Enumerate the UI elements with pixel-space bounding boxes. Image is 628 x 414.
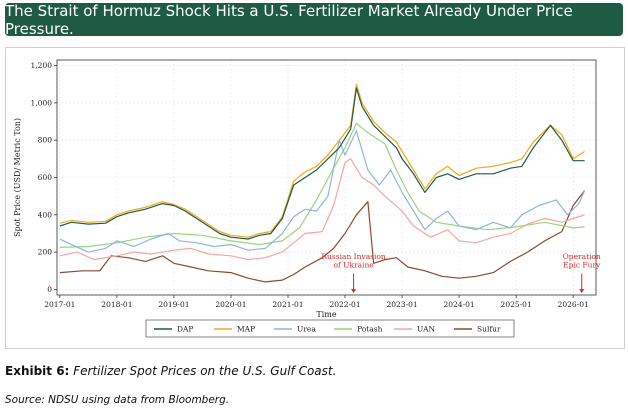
legend-label-uan: UAN — [417, 325, 436, 334]
series-line-uan — [59, 158, 585, 261]
caption-text: Fertilizer Spot Prices on the U.S. Gulf … — [73, 364, 337, 378]
banner-title: The Strait of Hormuz Shock Hits a U.S. F… — [5, 1, 573, 38]
caption-label: Exhibit 6: — [5, 364, 70, 378]
x-tick-label: 2026-01 — [558, 300, 589, 309]
x-tick-label: 2025-01 — [501, 300, 532, 309]
series-line-urea — [59, 130, 586, 253]
legend-box — [145, 319, 515, 338]
exhibit-caption: Exhibit 6: Fertilizer Spot Prices on the… — [5, 364, 336, 378]
y-tick-label: 0 — [47, 285, 52, 294]
x-tick-label: 2020-01 — [215, 300, 246, 309]
series-layer — [59, 83, 586, 283]
series-line-dap — [59, 87, 585, 240]
annotation-epic-arrowhead — [579, 289, 585, 294]
x-axis-label: Time — [316, 310, 336, 319]
y-tick-label: 1,000 — [31, 98, 53, 107]
y-tick-label: 600 — [38, 173, 53, 182]
legend-label-urea: Urea — [297, 325, 316, 334]
x-tick-label: 2018-01 — [101, 300, 132, 309]
source-note: Source: NDSU using data from Bloomberg. — [5, 394, 230, 406]
x-axis: 2017-01 2018-01 2019-01 2020-01 2021-01 2022-… — [44, 295, 589, 309]
annotation-epic-text: Epic Fury — [563, 261, 601, 270]
x-tick-label: 2021-01 — [272, 300, 303, 309]
legend-label-map: MAP — [237, 325, 255, 334]
annotation-epic-text: Operation — [563, 252, 601, 261]
y-tick-label: 200 — [38, 248, 53, 257]
legend-label-sulfur: Sulfur — [477, 325, 501, 334]
legend-label-dap: DAP — [177, 325, 193, 334]
grid-lines — [57, 60, 596, 295]
x-tick-label: 2017-01 — [44, 300, 75, 309]
annotation-russia-arrowhead — [351, 289, 357, 294]
y-tick-label: 400 — [38, 210, 53, 219]
series-line-potash — [59, 122, 585, 248]
legend-label-potash: Potash — [357, 325, 383, 334]
annotation-russia-text: of Ukraine — [333, 261, 374, 270]
x-tick-label: 2023-01 — [386, 300, 417, 309]
y-tick-label: 800 — [38, 136, 53, 145]
annotation-russia-text: Russian Invasion — [321, 252, 386, 261]
series-line-sulfur — [59, 190, 586, 283]
series-line-map — [59, 83, 585, 238]
chart-panel: 0 200 400 600 800 1,000 1,200 2017-01 2018-01 20… — [5, 47, 625, 349]
legend: DAP MAP Urea Potash UAN Sulfur — [145, 319, 515, 338]
x-tick-label: 2022-01 — [329, 300, 360, 309]
y-axis: 0 200 400 600 800 1,000 1,200 — [31, 61, 57, 294]
title-banner: The Strait of Hormuz Shock Hits a U.S. F… — [5, 1, 623, 38]
x-tick-label: 2019-01 — [158, 300, 189, 309]
x-tick-label: 2024-01 — [444, 300, 475, 309]
y-tick-label: 1,200 — [31, 61, 53, 70]
y-axis-label: Spot Price (USD/ Metric Ton) — [13, 118, 22, 237]
